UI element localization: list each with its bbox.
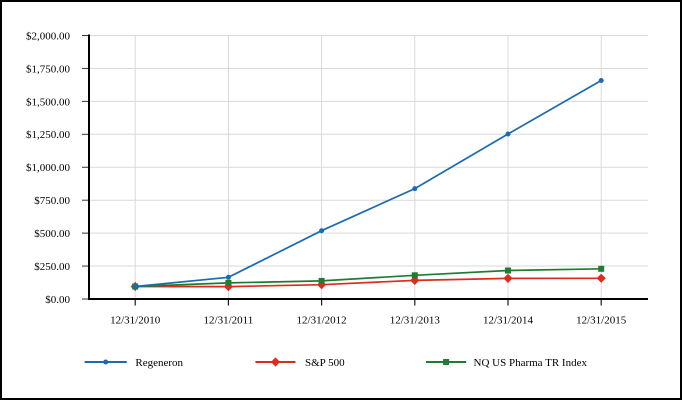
svg-text:S&P 500: S&P 500 bbox=[305, 357, 345, 369]
svg-text:$750.00: $750.00 bbox=[34, 195, 70, 207]
svg-text:Regeneron: Regeneron bbox=[135, 357, 183, 369]
svg-text:$500.00: $500.00 bbox=[34, 228, 70, 240]
svg-text:12/31/2013: 12/31/2013 bbox=[390, 315, 441, 327]
svg-text:12/31/2015: 12/31/2015 bbox=[576, 315, 627, 327]
svg-text:12/31/2011: 12/31/2011 bbox=[204, 315, 254, 327]
svg-text:12/31/2012: 12/31/2012 bbox=[297, 315, 347, 327]
svg-text:$0.00: $0.00 bbox=[45, 294, 70, 306]
svg-text:12/31/2014: 12/31/2014 bbox=[483, 315, 534, 327]
svg-text:NQ US Pharma TR Index: NQ US Pharma TR Index bbox=[474, 357, 588, 369]
svg-text:$1,250.00: $1,250.00 bbox=[26, 129, 71, 141]
svg-text:$2,000.00: $2,000.00 bbox=[26, 30, 71, 42]
svg-text:$1,000.00: $1,000.00 bbox=[26, 162, 71, 174]
svg-text:$1,500.00: $1,500.00 bbox=[26, 96, 71, 108]
svg-text:12/31/2010: 12/31/2010 bbox=[110, 315, 161, 327]
svg-text:$250.00: $250.00 bbox=[34, 261, 70, 273]
svg-text:$1,750.00: $1,750.00 bbox=[26, 63, 71, 75]
